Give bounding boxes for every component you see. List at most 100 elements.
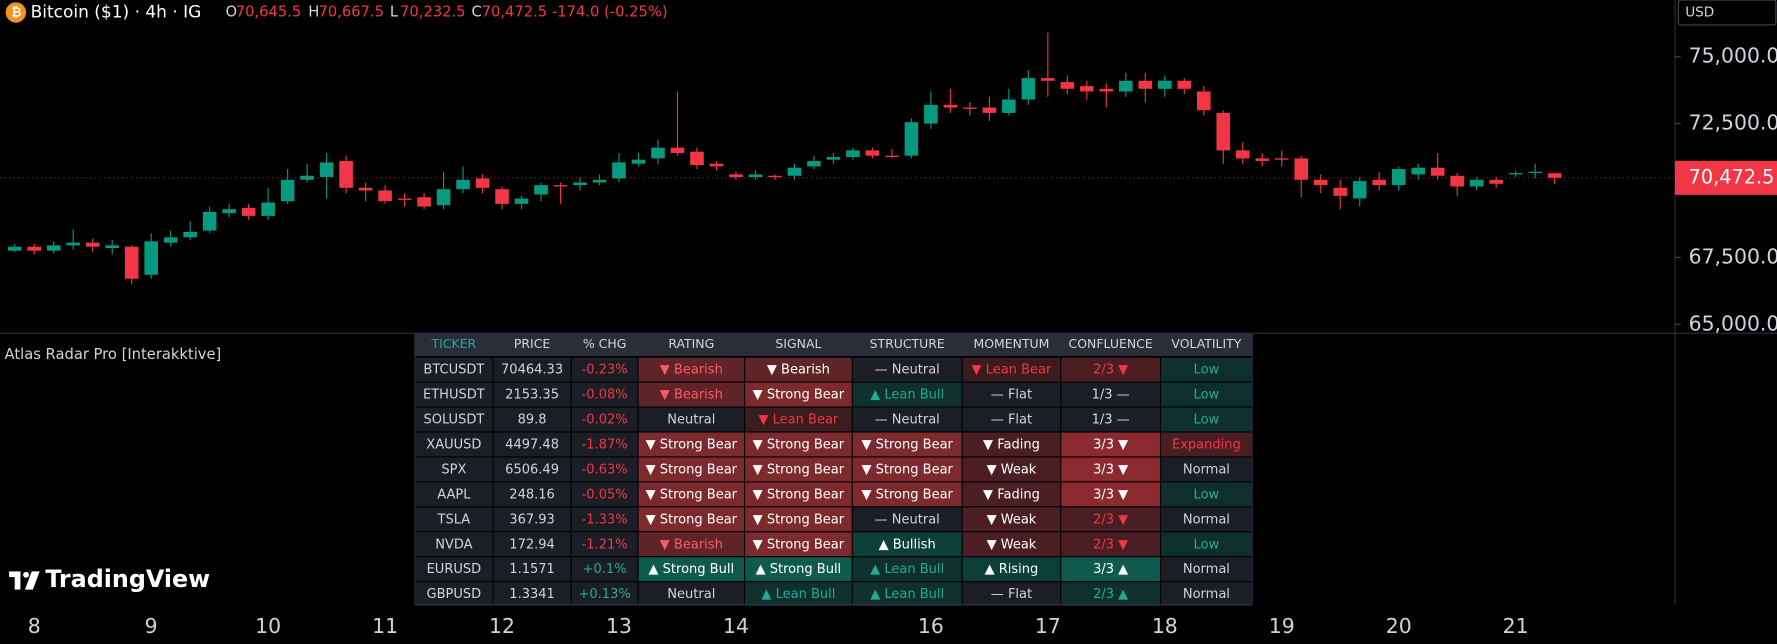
candle-body <box>1391 169 1406 186</box>
table-cell-text: 1.3341 <box>509 587 555 602</box>
candle-body <box>397 198 412 200</box>
table-cell <box>638 557 745 582</box>
table-cell-text: Low <box>1194 537 1220 552</box>
table-cell <box>962 457 1061 482</box>
y-tick-label: 65,000.0 <box>1689 311 1777 335</box>
candle-body <box>553 185 568 187</box>
table-cell-text: 2/3 ▼ <box>1093 512 1128 527</box>
table-cell-text: -1.87% <box>582 438 628 453</box>
table-cell-text: ▼ Bearish <box>767 363 830 378</box>
y-tick-label: 75,000.0 <box>1689 44 1777 68</box>
table-cell-text: Normal <box>1183 562 1230 577</box>
candle-body <box>1235 150 1250 159</box>
candle-body <box>300 175 314 180</box>
table-cell-text: 4497.48 <box>505 438 559 453</box>
column-header: CONFLUENCE <box>1069 336 1153 351</box>
table-cell <box>1161 482 1252 507</box>
table-cell <box>493 507 571 532</box>
table-border <box>414 332 1253 605</box>
table-cell-text: SOLUSDT <box>423 413 484 428</box>
table-cell <box>638 582 745 607</box>
table-cell-text: ▼ Fading <box>983 487 1040 502</box>
candle-body <box>1333 187 1348 196</box>
table-cell <box>962 482 1061 507</box>
candle-body <box>612 162 626 179</box>
candle-body <box>339 161 353 188</box>
table-cell <box>745 482 852 507</box>
column-header: MOMENTUM <box>973 336 1049 351</box>
table-cell-text: ▼ Strong Bear <box>753 537 845 552</box>
table-cell <box>571 457 638 482</box>
table-cell-text: 248.16 <box>509 487 555 502</box>
candle-body <box>7 246 22 251</box>
table-cell <box>415 557 493 582</box>
table-cell-text: AAPL <box>437 487 471 502</box>
table-cell <box>962 382 1061 407</box>
candle-body <box>1294 158 1309 180</box>
candle-body <box>436 189 451 206</box>
currency-box[interactable] <box>1677 0 1777 26</box>
table-cell <box>745 407 852 432</box>
table-cell-text: 70464.33 <box>501 363 563 378</box>
candle-body <box>943 104 958 108</box>
table-cell <box>852 432 962 457</box>
candle-body <box>573 182 587 186</box>
candle-body <box>46 245 61 251</box>
table-cell <box>852 382 962 407</box>
table-cell <box>1161 557 1252 582</box>
candle-body <box>592 179 607 183</box>
table-cell <box>571 407 638 432</box>
candle-body <box>826 157 841 160</box>
x-tick-label: 20 <box>1386 614 1412 638</box>
candle-body <box>963 107 977 109</box>
table-cell-text: 1.1571 <box>509 562 555 577</box>
candle-body <box>417 197 431 207</box>
candle-body <box>651 147 665 159</box>
table-cell <box>1061 407 1160 432</box>
table-cell-text: — Flat <box>991 587 1032 602</box>
table-cell <box>638 532 745 557</box>
table-cell <box>962 432 1061 457</box>
table-cell <box>1061 582 1160 607</box>
candle-body <box>904 122 919 156</box>
table-cell-text: 1/3 — <box>1092 413 1130 428</box>
candle-body <box>865 150 880 156</box>
table-cell <box>638 407 745 432</box>
table-cell-text: — Neutral <box>875 363 940 378</box>
tradingview-logo: TradingView <box>9 565 210 593</box>
candle-body <box>514 198 529 204</box>
table-cell-text: ▲ Strong Bull <box>649 562 735 577</box>
table-cell <box>1061 457 1160 482</box>
candle-body <box>27 246 42 251</box>
table-cell-text: ▲ Bullish <box>879 537 936 552</box>
table-cell-text: Low <box>1194 388 1220 403</box>
table-cell-text: ▼ Strong Bear <box>861 487 953 502</box>
table-cell-text: ▲ Lean Bull <box>870 388 944 403</box>
candle-body <box>768 175 782 178</box>
table-cell-text: ▼ Weak <box>987 537 1037 552</box>
table-cell-text: Normal <box>1183 512 1230 527</box>
table-cell-text: ▼ Strong Bear <box>646 487 738 502</box>
candle-body <box>1099 88 1114 92</box>
table-cell <box>852 407 962 432</box>
ohlc-key: C <box>471 3 481 20</box>
table-cell-text: Expanding <box>1172 438 1241 453</box>
column-header: % CHG <box>583 336 627 351</box>
table-cell <box>571 482 638 507</box>
candle-body <box>709 163 724 167</box>
column-header: STRUCTURE <box>870 336 945 351</box>
table-cell <box>852 357 962 382</box>
table-cell <box>1161 382 1252 407</box>
currency[interactable]: USD <box>1685 4 1714 20</box>
table-cell-text: Normal <box>1183 587 1230 602</box>
candle-body <box>475 178 490 188</box>
candle-body <box>690 151 704 166</box>
table-cell-text: EURUSD <box>427 562 482 577</box>
table-cell-text: ETHUSDT <box>423 388 485 403</box>
table-cell <box>962 532 1061 557</box>
table-cell <box>638 382 745 407</box>
candle-body <box>1528 171 1542 174</box>
x-tick-label: 11 <box>372 614 398 638</box>
table-cell-text: SPX <box>441 462 466 477</box>
